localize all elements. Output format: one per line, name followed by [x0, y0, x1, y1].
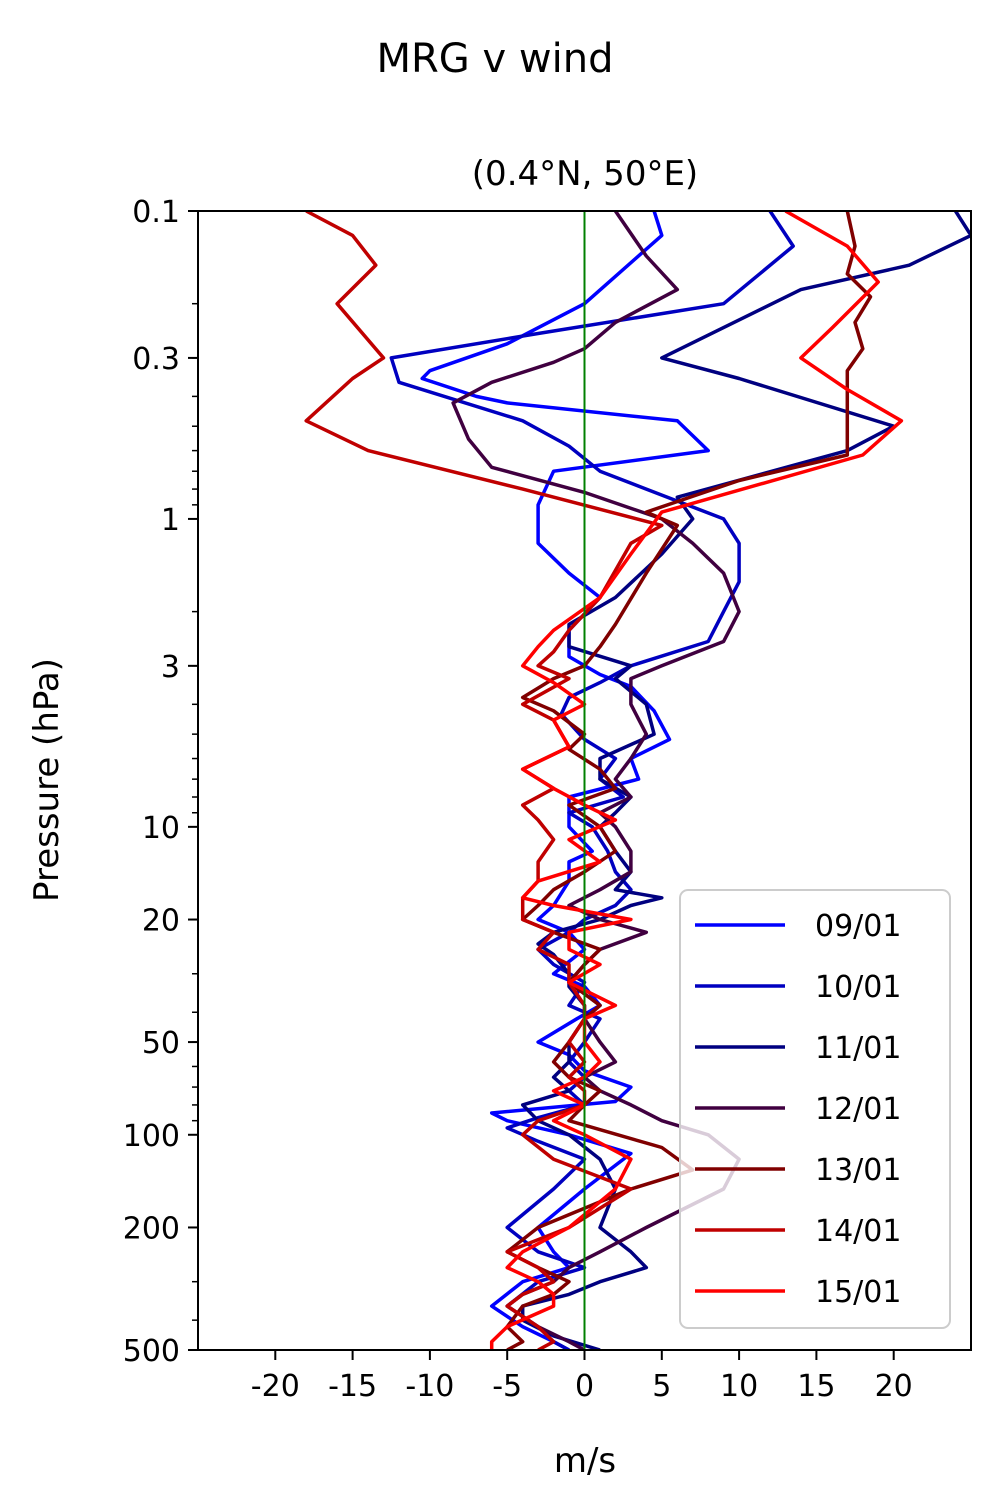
- ticks-layer: -20 -15 -10 -5 0 5 10 15 20 0.1 0.3 1 3 10 20 50 100 200 5…: [123, 195, 913, 1404]
- x-axis-label: m/s: [554, 1441, 616, 1481]
- x-tick-label: 5: [652, 1369, 671, 1404]
- y-tick-label: 3: [161, 650, 180, 685]
- legend-label-4: 13/01: [815, 1153, 901, 1188]
- legend-items: 09/01 10/01 11/01 12/01 13/01 14/01 15/01: [695, 909, 901, 1310]
- y-tick-label: 20: [142, 904, 180, 939]
- legend-label-6: 15/01: [815, 1275, 901, 1310]
- x-tick-label: 20: [875, 1369, 913, 1404]
- y-tick-label: 50: [142, 1026, 180, 1061]
- legend-label-3: 12/01: [815, 1092, 901, 1127]
- chart-title: MRG v wind: [377, 36, 614, 82]
- x-tick-label: -10: [405, 1369, 454, 1404]
- series-layer: [304, 211, 971, 1350]
- chart-subtitle: (0.4°N, 50°E): [472, 154, 698, 194]
- x-tick-label: -5: [492, 1369, 522, 1404]
- y-axis-label: Pressure (hPa): [27, 658, 67, 902]
- series-line-4: [505, 211, 873, 1350]
- x-tick-label: -15: [328, 1369, 377, 1404]
- legend-label-5: 14/01: [815, 1214, 901, 1249]
- x-tick-label: 15: [797, 1369, 835, 1404]
- y-tick-label: 500: [123, 1334, 180, 1369]
- y-tick-label: 10: [142, 811, 180, 846]
- y-tick-label: 100: [123, 1119, 180, 1154]
- x-tick-label: 10: [720, 1369, 758, 1404]
- legend-box: [679, 889, 951, 1329]
- y-tick-label: 0.3: [132, 342, 180, 377]
- y-tick-label: 200: [123, 1211, 180, 1246]
- x-tick-label: -20: [251, 1369, 300, 1404]
- legend-label-0: 09/01: [815, 909, 901, 944]
- legend-label-1: 10/01: [815, 970, 901, 1005]
- series-line-6: [489, 211, 904, 1350]
- x-tick-label: 0: [575, 1369, 594, 1404]
- series-line-0: [420, 211, 710, 1350]
- legend: 09/01 10/01 11/01 12/01 13/01 14/01 15/01: [679, 889, 951, 1329]
- y-tick-label: 1: [161, 503, 180, 538]
- legend-label-2: 11/01: [815, 1031, 901, 1066]
- y-tick-label: 0.1: [132, 195, 180, 230]
